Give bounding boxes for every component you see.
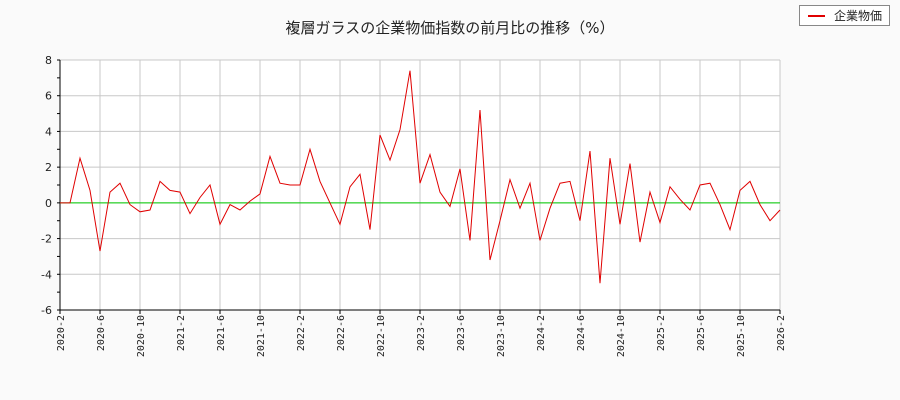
y-tick-label: 2 (45, 161, 52, 174)
x-tick-label: 2022-10 (376, 315, 387, 357)
x-tick-label: 2023-2 (416, 315, 427, 351)
series-line-kigyo-bukka (60, 70, 781, 284)
x-tick-label: 2020-10 (136, 315, 147, 357)
y-tick-label: -2 (41, 233, 52, 246)
x-tick-label: 2022-6 (336, 315, 347, 351)
legend: 企業物価 (799, 5, 890, 26)
x-tick-label: 2025-2 (656, 315, 667, 351)
x-tick-label: 2021-10 (256, 315, 267, 357)
x-tick-label: 2024-6 (576, 315, 587, 351)
x-tick-label: 2024-10 (616, 315, 627, 357)
x-tick-label: 2023-10 (496, 315, 507, 357)
legend-line-swatch-icon (808, 14, 825, 17)
x-tick-label: 2021-2 (176, 315, 187, 351)
y-tick-label: 0 (45, 197, 52, 210)
x-tick-label: 2020-2 (56, 315, 67, 351)
legend-label: 企業物価 (834, 9, 883, 23)
y-tick-label: 4 (45, 125, 52, 138)
y-tick-label: 6 (45, 90, 52, 103)
x-tick-label: 2025-10 (736, 315, 747, 357)
x-tick-label: 2025-6 (696, 315, 707, 351)
x-tick-label: 2020-6 (96, 315, 107, 351)
y-tick-label: -6 (41, 304, 52, 317)
x-tick-label: 2022-2 (296, 315, 307, 351)
y-tick-label: 8 (45, 54, 52, 67)
x-tick-label: 2021-6 (216, 315, 227, 351)
chart-title: 複層ガラスの企業物価指数の前月比の推移（%） (285, 19, 615, 37)
y-tick-label: -4 (41, 268, 52, 281)
x-tick-label: 2026-2 (776, 315, 787, 351)
x-tick-label: 2024-2 (536, 315, 547, 351)
x-tick-label: 2023-6 (456, 315, 467, 351)
